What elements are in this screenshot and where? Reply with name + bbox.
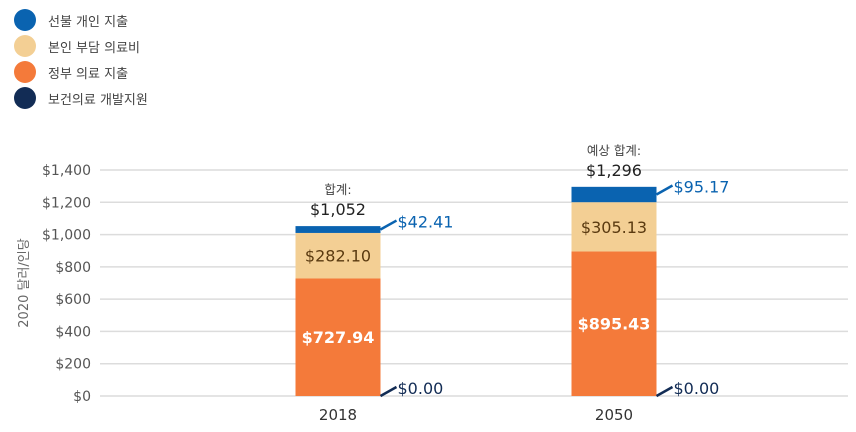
bar-segment [571,251,657,396]
data-label: $895.43 [578,315,651,334]
x-tick-label: 2050 [595,406,633,424]
data-label: $42.41 [398,213,454,232]
total-caption: 합계: [324,182,351,197]
legend-item[interactable]: 선불 개인 지출 [14,7,148,33]
legend-label: 정부 의료 지출 [48,66,129,82]
leader-line [379,219,398,231]
y-tick-label: $1,000 [42,228,91,244]
bar-segment [295,278,381,396]
y-axis-ticks: $0 $200 $400 $600 $800 $1,000 $1,200 $1,400 [42,163,91,405]
gridlines [100,169,848,397]
data-label: $0.00 [398,379,444,398]
bar-segment [295,232,381,279]
leader-line [379,385,398,398]
leader-line [655,385,674,398]
legend-swatch-icon [14,61,36,83]
legend-swatch-icon [14,87,36,109]
legend-label: 보건의료 개발지원 [48,92,148,108]
x-axis-categories: 2018 2050 [319,406,633,424]
bars [295,186,657,396]
legend-label: 선불 개인 지출 [48,14,129,30]
legend-item[interactable]: 보건의료 개발지원 [14,85,148,111]
total-value-label: $1,296 [586,161,642,180]
leader-line [655,184,674,196]
legend-label: 본인 부담 의료비 [48,40,140,56]
data-label: $95.17 [674,178,730,197]
y-tick-label: $0 [73,389,91,405]
bar-segment [571,202,657,252]
data-label: $282.10 [305,247,371,266]
bar-segment [571,186,657,203]
total-value-label: $1,052 [310,200,366,219]
x-tick-label: 2018 [319,406,357,424]
legend-item[interactable]: 본인 부담 의료비 [14,33,148,59]
data-labels: $0.00 $727.94 $282.10 $42.41 $1,052 합계: $0.00 $… [302,143,730,398]
total-caption: 예상 합계: [587,143,641,158]
y-tick-label: $800 [55,260,91,276]
legend-swatch-icon [14,35,36,57]
data-label: $727.94 [302,328,375,347]
y-axis-label: 2020 달러/인당 [17,238,32,327]
data-label: $0.00 [674,379,720,398]
y-tick-label: $1,200 [42,195,91,211]
legend-swatch-icon [14,9,36,31]
y-tick-label: $200 [55,357,91,373]
legend: 선불 개인 지출 본인 부담 의료비 정부 의료 지출 보건의료 개발지원 [14,7,148,111]
data-label: $305.13 [581,218,647,237]
bar-segment [295,226,381,233]
y-tick-label: $1,400 [42,163,91,179]
y-tick-label: $600 [55,292,91,308]
y-tick-label: $400 [55,324,91,340]
legend-item[interactable]: 정부 의료 지출 [14,59,148,85]
